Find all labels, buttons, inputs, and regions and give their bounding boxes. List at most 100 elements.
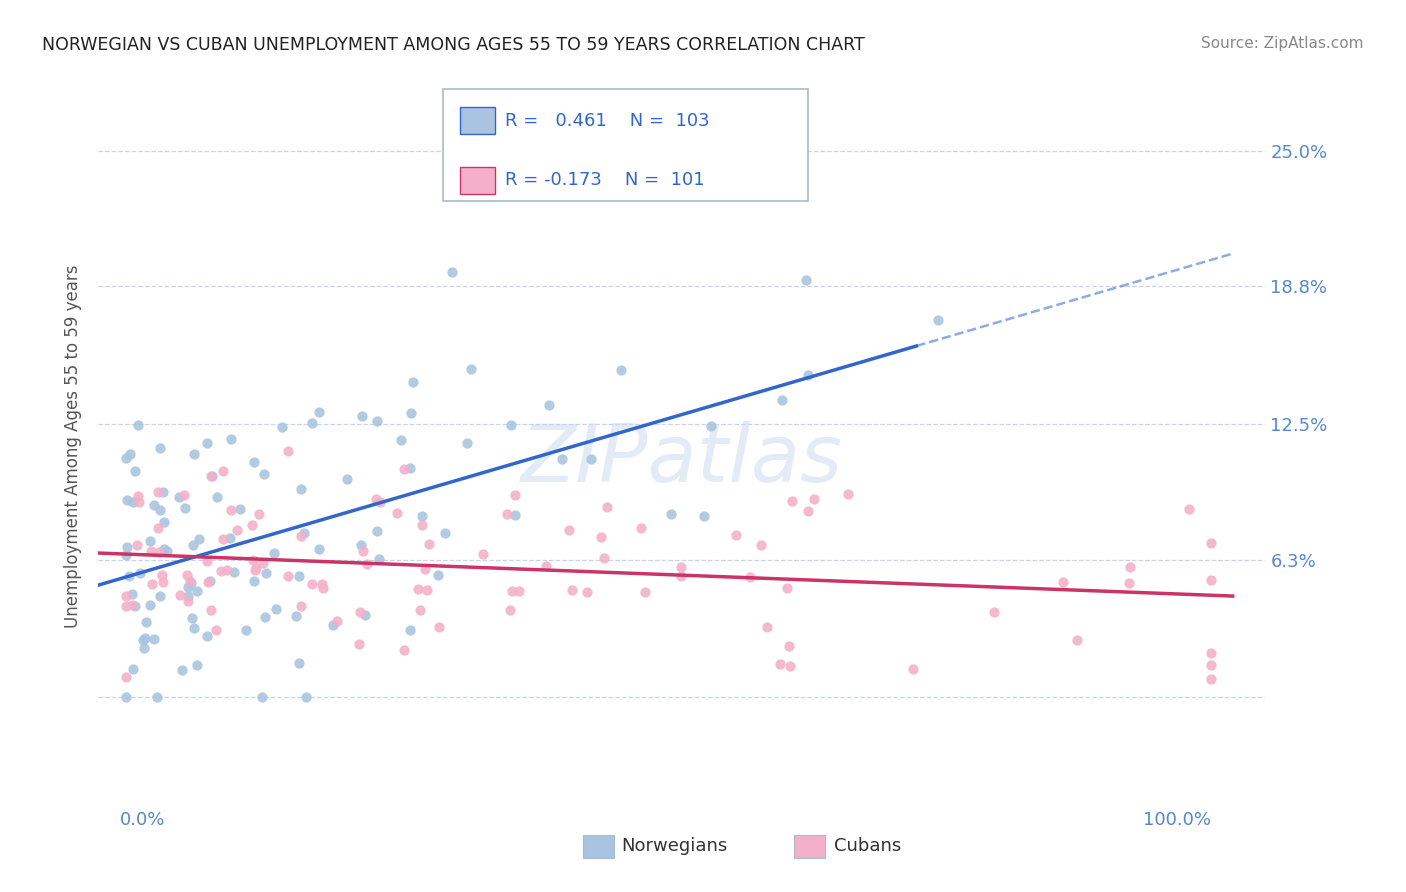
Point [205,623,228,637]
Point [153,541,176,556]
Point [188,532,211,546]
Point [211,532,233,546]
Point [209,564,232,578]
Point [243,563,266,577]
Point [398,460,420,475]
Point [167,490,190,504]
Point [418,537,440,551]
Point [198,574,221,588]
Point [312,581,335,595]
Point [775,581,797,595]
Point [277,444,299,458]
Point [271,419,294,434]
Point [769,657,792,671]
Point [411,517,433,532]
Point [1066,633,1088,648]
Point [195,554,218,568]
Point [366,414,388,428]
Point [252,556,274,570]
Point [149,589,172,603]
Point [370,494,392,508]
Point [174,501,197,516]
Point [983,605,1005,619]
Point [127,418,149,433]
Point [499,417,522,432]
Point [1052,574,1074,589]
Point [186,658,208,673]
Point [114,599,136,613]
Point [264,602,287,616]
Point [173,488,195,502]
Point [671,569,693,583]
Point [115,493,138,508]
Point [416,583,439,598]
Point [472,547,495,561]
Point [797,368,820,382]
Point [219,432,242,446]
Point [242,553,264,567]
Point [460,362,482,376]
Point [575,585,598,599]
Point [125,538,148,552]
Point [633,585,655,599]
Point [837,487,859,501]
Point [195,436,218,450]
Point [195,630,218,644]
Point [770,393,793,408]
Point [183,621,205,635]
Point [367,552,389,566]
Point [148,485,170,500]
Point [122,494,145,508]
Point [169,588,191,602]
Point [440,265,463,279]
Point [794,273,817,287]
Point [134,641,156,656]
Point [413,562,436,576]
Text: NORWEGIAN VS CUBAN UNEMPLOYMENT AMONG AGES 55 TO 59 YEARS CORRELATION CHART: NORWEGIAN VS CUBAN UNEMPLOYMENT AMONG AG… [42,36,865,54]
Point [114,548,136,562]
Point [253,467,276,482]
Point [630,521,652,535]
Point [350,538,373,552]
Point [755,620,778,634]
Point [247,507,270,521]
Point [301,417,323,431]
Point [659,508,682,522]
Point [589,530,612,544]
Point [218,531,240,545]
Point [593,551,616,566]
Point [276,569,298,583]
Point [183,447,205,461]
Point [349,637,371,651]
Point [254,610,277,624]
Point [561,582,583,597]
Point [534,559,557,574]
Point [927,313,949,327]
Point [311,577,333,591]
Point [201,469,224,483]
Text: R = -0.173    N =  101: R = -0.173 N = 101 [505,171,704,189]
Point [229,501,252,516]
Point [350,409,373,423]
Point [501,583,523,598]
Point [221,503,243,517]
Point [308,541,330,556]
Point [392,461,415,475]
Y-axis label: Unemployment Among Ages 55 to 59 years: Unemployment Among Ages 55 to 59 years [65,264,83,628]
Point [1199,573,1222,587]
Point [290,599,312,614]
Point [322,617,344,632]
Point [150,568,173,582]
Point [114,451,136,466]
Point [499,603,522,617]
Point [148,545,170,559]
Point [176,567,198,582]
Point [290,482,312,496]
Point [124,464,146,478]
Point [288,657,311,671]
Point [1118,560,1140,574]
Point [505,488,527,502]
Point [146,690,169,705]
Point [186,583,208,598]
Point [394,643,416,657]
